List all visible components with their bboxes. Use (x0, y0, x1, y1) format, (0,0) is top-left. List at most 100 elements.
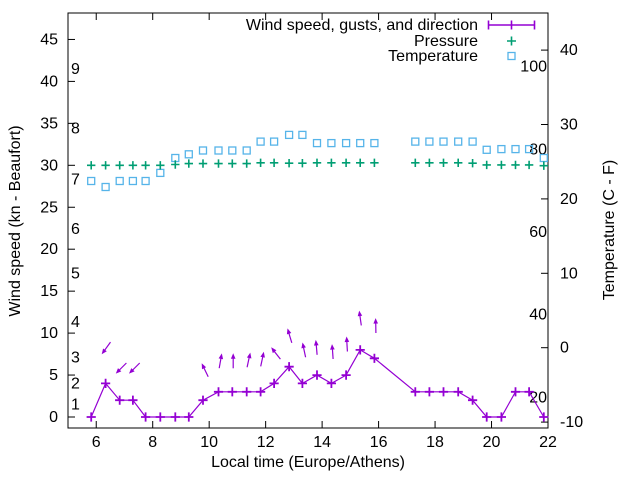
wind-direction-arrow (219, 353, 224, 368)
x-tick-label: 6 (92, 434, 101, 451)
wind-direction-arrow (345, 337, 350, 352)
temperature-point (328, 140, 335, 147)
temperature-point (88, 178, 95, 185)
beaufort-label: 9 (71, 61, 80, 78)
legend-label-wind: Wind speed, gusts, and direction (246, 17, 478, 34)
wind-direction-arrow (358, 311, 363, 326)
arrow-head (247, 353, 252, 359)
temperature-point (483, 146, 490, 153)
temperature-point (343, 140, 350, 147)
temperature-point (455, 138, 462, 145)
temperature-point (357, 140, 364, 147)
beaufort-label: 4 (71, 314, 80, 331)
x-tick-label: 10 (200, 434, 218, 451)
temperature-point (440, 138, 447, 145)
y-left-tick-label: 15 (40, 283, 58, 300)
temperature-point (286, 131, 293, 138)
temperature-point (185, 151, 192, 158)
legend: Wind speed, gusts, and direction Pressur… (246, 17, 535, 65)
y-right-tick-label: 10 (560, 265, 578, 282)
wind-direction-arrows (102, 311, 378, 377)
wind-direction-arrow (330, 344, 335, 359)
pressure-series (87, 159, 548, 170)
y-left-tick-label: 25 (40, 199, 58, 216)
beaufort-label: 2 (71, 375, 80, 392)
temperature-point (271, 138, 278, 145)
temperature-point (426, 138, 433, 145)
wind-direction-arrow (202, 363, 209, 377)
temperature-point (512, 146, 519, 153)
plot-border (68, 13, 548, 428)
temperature-point (215, 147, 222, 154)
fahrenheit-label: 80 (529, 141, 547, 158)
arrow-head (260, 352, 265, 358)
x-tick-label: 22 (539, 434, 557, 451)
wind-direction-arrow (271, 347, 280, 359)
arrow-head (102, 349, 107, 355)
legend-sample-temperature-icon (508, 53, 515, 60)
temperature-point (243, 147, 250, 154)
fahrenheit-label: 100 (520, 59, 547, 76)
wind-direction-arrow (314, 340, 319, 355)
beaufort-label: 1 (71, 396, 80, 413)
wind-direction-arrow (373, 318, 378, 333)
wind-direction-arrow (247, 353, 252, 368)
arrow-head (287, 328, 291, 334)
arrow-head (219, 353, 224, 359)
temperature-point (412, 138, 419, 145)
arrow-head (314, 340, 319, 346)
wind-direction-arrow (231, 353, 236, 368)
wind-direction-arrow (129, 363, 140, 374)
temperature-point (469, 138, 476, 145)
y-left-tick-label: 20 (40, 241, 58, 258)
wind-direction-arrow (116, 363, 127, 374)
y-left-tick-label: 45 (40, 31, 58, 48)
arrow-head (301, 343, 306, 349)
beaufort-label: 3 (71, 349, 80, 366)
temperature-point (200, 147, 207, 154)
fahrenheit-label: 40 (529, 307, 547, 324)
temperature-point (129, 178, 136, 185)
legend-label-temperature: Temperature (388, 48, 478, 65)
beaufort-label: 7 (71, 172, 80, 189)
temperature-point (299, 131, 306, 138)
temperature-point (157, 169, 164, 176)
temperature-point (257, 138, 264, 145)
arrow-head (358, 311, 363, 317)
wind-speed-series (87, 345, 549, 421)
pressure-points (87, 159, 548, 170)
wind-direction-arrow (287, 328, 292, 342)
beaufort-label: 8 (71, 120, 80, 137)
y-left-tick-label: 5 (49, 367, 58, 384)
temperature-point (102, 184, 109, 191)
beaufort-label: 6 (71, 221, 80, 238)
x-tick-label: 16 (370, 434, 388, 451)
x-tick-label: 20 (483, 434, 501, 451)
legend-sample-pressure-icon (507, 37, 516, 46)
y-left-tick-label: 35 (40, 115, 58, 132)
y-left-tick-label: 40 (40, 73, 58, 90)
temperature-point (498, 146, 505, 153)
y-left-axis-label: Wind speed (kn - Beaufort) (7, 125, 24, 316)
temperature-point (314, 140, 321, 147)
y-right-tick-label: 0 (560, 340, 569, 357)
arrow-head (373, 318, 378, 324)
temperature-point (229, 147, 236, 154)
y-left-tick-label: 10 (40, 325, 58, 342)
temperature-point (142, 178, 149, 185)
y-right-tick-label: -10 (560, 414, 583, 431)
wind-direction-arrow (102, 342, 111, 354)
x-tick-label: 18 (426, 434, 444, 451)
wind-direction-arrow (301, 343, 306, 358)
wind-direction-arrow (260, 352, 265, 367)
arrow-head (330, 344, 335, 350)
x-tick-label: 8 (148, 434, 157, 451)
y-left-tick-label: 30 (40, 157, 58, 174)
y-right-tick-label: 40 (560, 42, 578, 59)
temperature-point (371, 140, 378, 147)
beaufort-label: 5 (71, 266, 80, 283)
